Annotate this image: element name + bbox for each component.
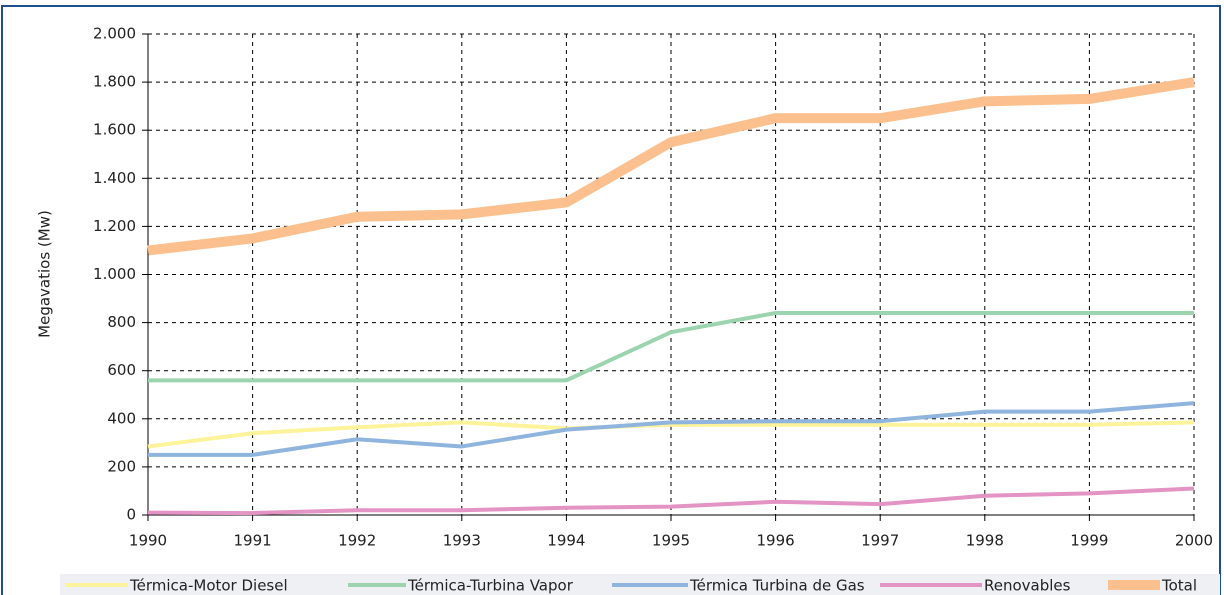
legend-label: Total bbox=[1161, 577, 1197, 595]
series-line bbox=[147, 486, 1195, 516]
y-tick-label: 1.400 bbox=[93, 169, 136, 187]
x-tick-label: 1999 bbox=[1070, 532, 1108, 550]
legend-label: Térmica-Motor Diesel bbox=[129, 577, 288, 595]
y-axis-label: Megavatios (Mw) bbox=[36, 210, 54, 338]
y-tick-label: 800 bbox=[107, 313, 136, 331]
y-tick-label: 1.000 bbox=[93, 265, 136, 283]
series-line bbox=[148, 310, 1194, 383]
series-line bbox=[147, 77, 1195, 256]
x-tick-label: 1993 bbox=[443, 532, 481, 550]
x-tick-label: 1994 bbox=[547, 532, 585, 550]
x-tick-label: 1997 bbox=[861, 532, 899, 550]
series-line bbox=[148, 401, 1195, 457]
series-line bbox=[147, 420, 1195, 449]
y-tick-label: 1.600 bbox=[93, 121, 136, 139]
x-tick-label: 1990 bbox=[129, 532, 167, 550]
y-tick-label: 1.200 bbox=[93, 217, 136, 235]
legend-label: Térmica-Turbina Vapor bbox=[407, 577, 574, 595]
legend-label: Renovables bbox=[984, 577, 1071, 595]
frame bbox=[1, 5, 1221, 595]
x-tick-label: 1998 bbox=[966, 532, 1004, 550]
y-tick-label: 0 bbox=[126, 506, 136, 524]
y-tick-label: 1.800 bbox=[93, 73, 136, 91]
x-tick-label: 1995 bbox=[652, 532, 690, 550]
y-tick-label: 600 bbox=[107, 361, 136, 379]
x-tick-label: 1996 bbox=[757, 532, 795, 550]
x-tick-label: 1991 bbox=[234, 532, 272, 550]
y-tick-label: 2.000 bbox=[93, 25, 136, 43]
legend-label: Térmica Turbina de Gas bbox=[689, 577, 865, 595]
y-tick-label: 200 bbox=[107, 457, 136, 475]
x-tick-label: 1992 bbox=[338, 532, 376, 550]
x-tick-label: 2000 bbox=[1175, 532, 1213, 550]
y-tick-label: 400 bbox=[107, 409, 136, 427]
